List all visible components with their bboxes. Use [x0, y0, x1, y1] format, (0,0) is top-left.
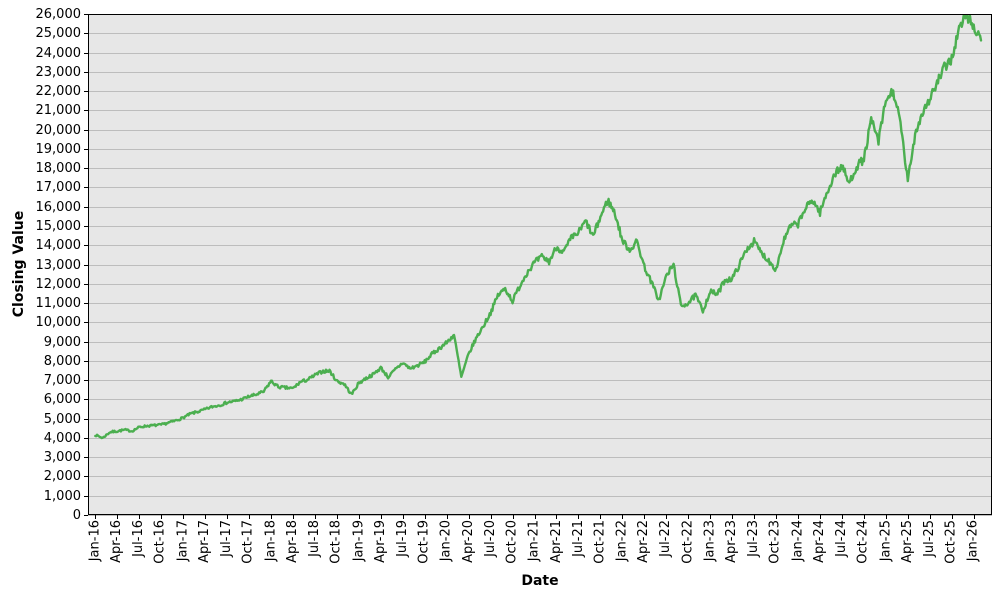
x-tick-label: Apr-22	[636, 520, 652, 563]
x-tick-label: Jan-21	[526, 520, 542, 562]
x-tick-label: Apr-24	[811, 520, 827, 563]
x-tick-label: Oct-17	[241, 520, 257, 564]
y-tick-label: 23,000	[35, 64, 82, 80]
x-tick-label: Apr-16	[109, 520, 125, 563]
x-tick-label: Jan-20	[438, 520, 454, 562]
x-tick-label: Jan-24	[790, 520, 806, 562]
y-tick-label: 10,000	[35, 315, 82, 331]
x-tick-label: Jan-22	[614, 520, 630, 562]
y-tick-label: 12,000	[35, 276, 82, 292]
y-tick-label: 21,000	[35, 103, 82, 119]
y-tick-label: 17,000	[35, 180, 82, 196]
y-tick-label: 6,000	[43, 392, 81, 408]
y-tick-label: 1,000	[43, 488, 81, 504]
x-tick-label: Oct-20	[504, 520, 520, 564]
x-tick-label: Apr-17	[197, 520, 213, 563]
y-tick-label: 14,000	[35, 238, 82, 254]
y-tick-label: 19,000	[35, 141, 82, 157]
y-tick-label: 4,000	[43, 430, 81, 446]
plot-border	[88, 14, 992, 515]
y-tick-label: 9,000	[43, 334, 81, 350]
x-tick-label: Oct-22	[680, 520, 696, 564]
y-tick-label: 7,000	[43, 373, 81, 389]
y-tick-label: 22,000	[35, 84, 82, 100]
plot-background	[88, 14, 992, 515]
x-tick-label: Jul-25	[921, 520, 937, 557]
y-tick-label: 11,000	[35, 296, 82, 312]
x-tick-label: Jul-16	[131, 520, 147, 557]
x-tick-label: Jul-22	[658, 520, 674, 557]
x-tick-label: Apr-19	[372, 520, 388, 563]
x-tick-label: Apr-25	[899, 520, 915, 563]
x-tick-label: Apr-21	[548, 520, 564, 563]
x-tick-label: Jan-16	[87, 520, 103, 562]
x-tick-label: Jan-23	[702, 520, 718, 562]
x-tick-label: Oct-23	[768, 520, 784, 564]
x-tick-label: Oct-21	[592, 520, 608, 564]
x-tick-label: Oct-25	[943, 520, 959, 564]
y-tick-label: 16,000	[35, 199, 82, 215]
y-tick-label: 26,000	[35, 7, 82, 22]
y-gridlines	[88, 14, 992, 516]
y-tick-label: 25,000	[35, 26, 82, 42]
y-tick-label: 15,000	[35, 218, 82, 234]
x-tick-label: Apr-23	[724, 520, 740, 563]
x-tick-label: Apr-20	[460, 520, 476, 563]
x-tick-label: Jul-23	[746, 520, 762, 557]
x-tick-label: Jul-18	[306, 520, 322, 557]
x-tick-label: Oct-19	[416, 520, 432, 564]
y-tick-label: 3,000	[43, 450, 81, 466]
x-tick-label: Apr-18	[284, 520, 300, 563]
y-tick-label: 13,000	[35, 257, 82, 273]
y-tick-label: 0	[72, 508, 81, 523]
y-tick-label: 8,000	[43, 353, 81, 369]
x-tick-label: Jul-21	[570, 520, 586, 557]
x-tick-label: Jan-26	[965, 520, 981, 562]
x-tick-label: Jul-24	[833, 520, 849, 557]
x-tick-label: Jan-25	[877, 520, 893, 562]
y-tick-label: 24,000	[35, 45, 82, 61]
x-tick-label: Oct-18	[328, 520, 344, 564]
axis-tick-marks	[84, 14, 975, 519]
y-tick-label: 20,000	[35, 122, 82, 138]
x-tick-label: Jan-17	[175, 520, 191, 562]
x-tick-label: Oct-16	[153, 520, 169, 564]
x-axis-title: Date	[521, 573, 559, 589]
x-tick-label: Jul-20	[482, 520, 498, 557]
y-tick-label: 18,000	[35, 161, 82, 177]
x-tick-label: Jan-18	[262, 520, 278, 562]
closing-value-line	[94, 14, 983, 440]
y-tick-label: 2,000	[43, 469, 81, 485]
x-tick-label: Jan-19	[350, 520, 366, 562]
y-tick-label: 5,000	[43, 411, 81, 427]
x-tick-label: Jul-19	[394, 520, 410, 557]
x-tick-label: Jul-17	[219, 520, 235, 557]
x-tick-label: Oct-24	[855, 520, 871, 564]
